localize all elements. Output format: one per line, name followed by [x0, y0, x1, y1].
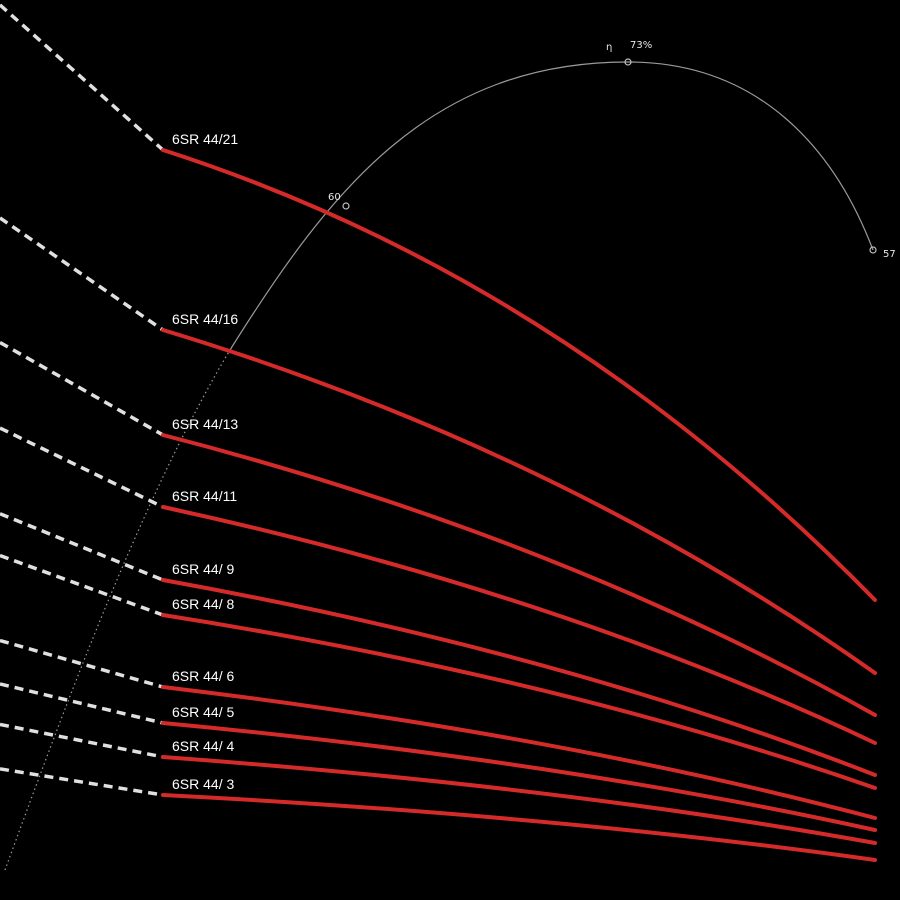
- curve-extensions: [0, 3, 165, 797]
- curve-label-6sr-44-6: 6SR 44/ 6: [172, 668, 234, 684]
- efficiency-point-73: [624, 58, 632, 66]
- curve-label-6sr-44-13: 6SR 44/13: [172, 416, 238, 432]
- curve-extension-6sr-44-6: [0, 638, 164, 689]
- efficiency-symbol: η: [606, 42, 612, 53]
- efficiency-curve-group: [4, 61, 874, 871]
- efficiency-point-57: [869, 246, 877, 254]
- curve-labels: 6SR 44/21 6SR 44/16 6SR 44/13 6SR 44/11 6SR …: [172, 131, 238, 792]
- curve-6sr-44-9: [161, 578, 877, 777]
- curve-6sr-44-6: [161, 685, 877, 820]
- curve-label-6sr-44-4: 6SR 44/ 4: [172, 738, 234, 754]
- curve-extension-6sr-44-5: [0, 682, 164, 725]
- curve-label-6sr-44-21: 6SR 44/21: [172, 131, 238, 147]
- efficiency-markers: 60 73% 57 η: [328, 40, 896, 260]
- curve-6sr-44-13: [161, 433, 877, 717]
- curve-6sr-44-21: [161, 148, 877, 602]
- curve-6sr-44-11: [161, 505, 877, 745]
- curve-label-6sr-44-9: 6SR 44/ 9: [172, 561, 234, 577]
- curve-label-6sr-44-16: 6SR 44/16: [172, 311, 238, 327]
- efficiency-curve-dotted: [4, 349, 231, 871]
- curve-label-6sr-44-3: 6SR 44/ 3: [172, 776, 234, 792]
- efficiency-label-57: 57: [883, 249, 896, 260]
- efficiency-curve: [229, 61, 874, 351]
- curve-extension-6sr-44-3: [0, 767, 164, 797]
- efficiency-label-73: 73%: [630, 40, 652, 51]
- curve-extension-6sr-44-16: [0, 216, 164, 332]
- efficiency-point-60: [342, 202, 350, 210]
- curve-label-6sr-44-5: 6SR 44/ 5: [172, 704, 234, 720]
- curve-6sr-44-3: [161, 793, 877, 862]
- efficiency-label-60: 60: [328, 192, 341, 203]
- curve-6sr-44-4: [161, 755, 877, 845]
- curve-extension-6sr-44-4: [0, 722, 164, 759]
- curve-extension-6sr-44-11: [0, 426, 164, 509]
- curve-6sr-44-8: [161, 613, 877, 790]
- performance-curves: [161, 148, 877, 862]
- curve-6sr-44-16: [161, 328, 877, 675]
- curve-6sr-44-5: [161, 721, 877, 832]
- curve-label-6sr-44-8: 6SR 44/ 8: [172, 596, 234, 612]
- curve-label-6sr-44-11: 6SR 44/11: [172, 488, 237, 504]
- curve-extension-6sr-44-21: [0, 3, 165, 152]
- curve-extension-6sr-44-13: [0, 340, 164, 437]
